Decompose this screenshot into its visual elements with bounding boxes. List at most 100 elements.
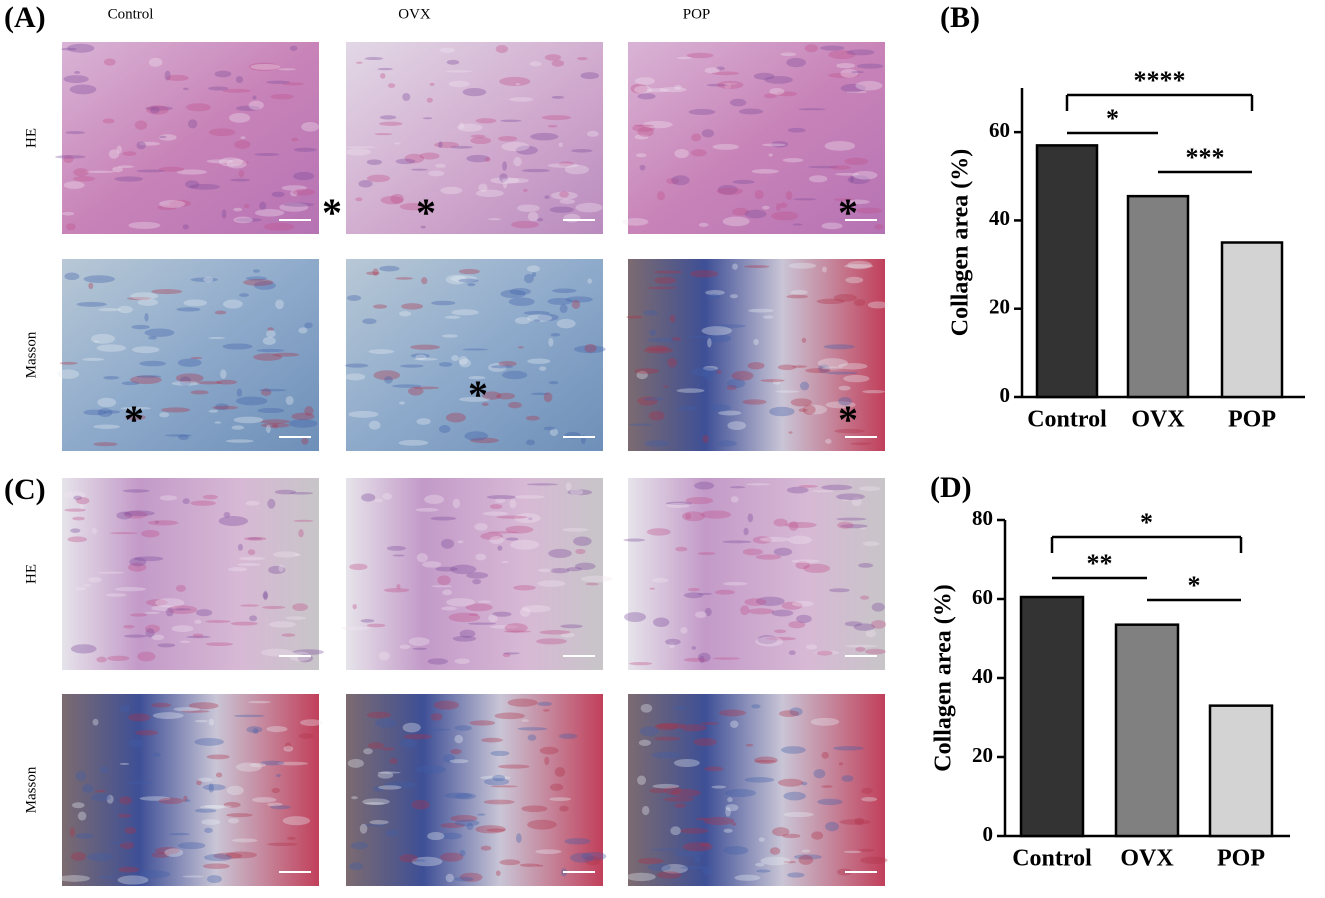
texture (821, 785, 833, 788)
texture (283, 745, 294, 752)
texture (754, 760, 777, 763)
texture (764, 75, 793, 84)
texture (564, 164, 589, 175)
texture (374, 718, 398, 728)
texture (73, 495, 83, 501)
texture (75, 497, 90, 505)
texture (213, 852, 243, 860)
texture (294, 553, 301, 557)
texture (69, 84, 97, 95)
texture (266, 726, 288, 733)
texture (513, 156, 522, 167)
texture (490, 785, 518, 788)
texture (497, 136, 518, 142)
texture (632, 124, 656, 132)
texture (562, 527, 589, 532)
texture (539, 630, 571, 635)
texture (841, 775, 854, 782)
texture (206, 875, 222, 884)
texture (771, 211, 799, 221)
micrograph (62, 478, 319, 670)
significance-label: * (1188, 571, 1201, 600)
texture (202, 784, 226, 791)
texture (292, 188, 316, 196)
texture (528, 517, 533, 521)
texture (293, 171, 315, 181)
texture (523, 188, 528, 192)
y-tick-label: 20 (972, 743, 993, 767)
texture (206, 754, 230, 760)
texture (691, 646, 697, 650)
row-label: Masson (23, 331, 39, 378)
texture (396, 584, 401, 589)
texture (680, 724, 707, 732)
texture (205, 620, 231, 623)
texture (450, 145, 473, 149)
texture (480, 845, 492, 851)
texture (155, 846, 180, 855)
texture (301, 437, 309, 445)
texture (740, 605, 750, 616)
texture (290, 190, 298, 197)
texture (266, 842, 298, 846)
texture (253, 353, 283, 361)
texture (671, 175, 690, 186)
texture (856, 207, 882, 214)
texture (489, 625, 519, 629)
texture (535, 849, 562, 854)
texture (75, 770, 87, 781)
texture (871, 619, 887, 629)
texture (227, 567, 248, 572)
texture (492, 774, 506, 782)
texture (291, 137, 299, 142)
texture (637, 857, 664, 865)
texture (696, 817, 710, 821)
texture (93, 424, 121, 429)
texture (547, 297, 573, 305)
y-tick-label: 0 (1000, 383, 1011, 407)
y-tick-label: 60 (972, 585, 993, 609)
texture (515, 145, 538, 155)
micrograph-grid: Control OVX POP HE * * * Masson * * * HE Masson (23, 6, 889, 886)
texture (271, 787, 280, 794)
texture (293, 147, 317, 152)
texture (732, 207, 749, 216)
texture (661, 863, 688, 874)
texture (103, 410, 121, 414)
texture (647, 88, 670, 93)
texture (166, 74, 189, 81)
texture (136, 375, 162, 378)
texture (712, 143, 739, 150)
texture (454, 819, 480, 827)
texture (676, 56, 692, 60)
texture (576, 56, 588, 61)
texture (459, 872, 483, 882)
texture (519, 607, 531, 617)
column-label: OVX (398, 6, 431, 22)
micrograph (628, 259, 885, 451)
texture (267, 498, 276, 509)
texture (724, 788, 756, 798)
texture (223, 801, 241, 808)
texture (670, 826, 681, 836)
texture (646, 345, 670, 352)
texture (509, 499, 517, 509)
texture (788, 431, 793, 434)
texture (788, 621, 806, 629)
texture (435, 566, 458, 572)
texture (411, 856, 443, 867)
texture (253, 281, 276, 290)
texture (503, 652, 520, 655)
texture (791, 600, 814, 607)
texture (725, 807, 731, 817)
texture (505, 525, 534, 534)
texture (304, 322, 313, 329)
texture (569, 489, 584, 496)
texture (850, 442, 872, 445)
texture (762, 315, 774, 319)
texture (712, 657, 741, 660)
texture (652, 783, 680, 789)
charts: (B) Collagen area (%) 0 20 40 60 Control OVX POP… (930, 1, 1305, 872)
texture (798, 484, 818, 488)
texture (828, 588, 850, 593)
